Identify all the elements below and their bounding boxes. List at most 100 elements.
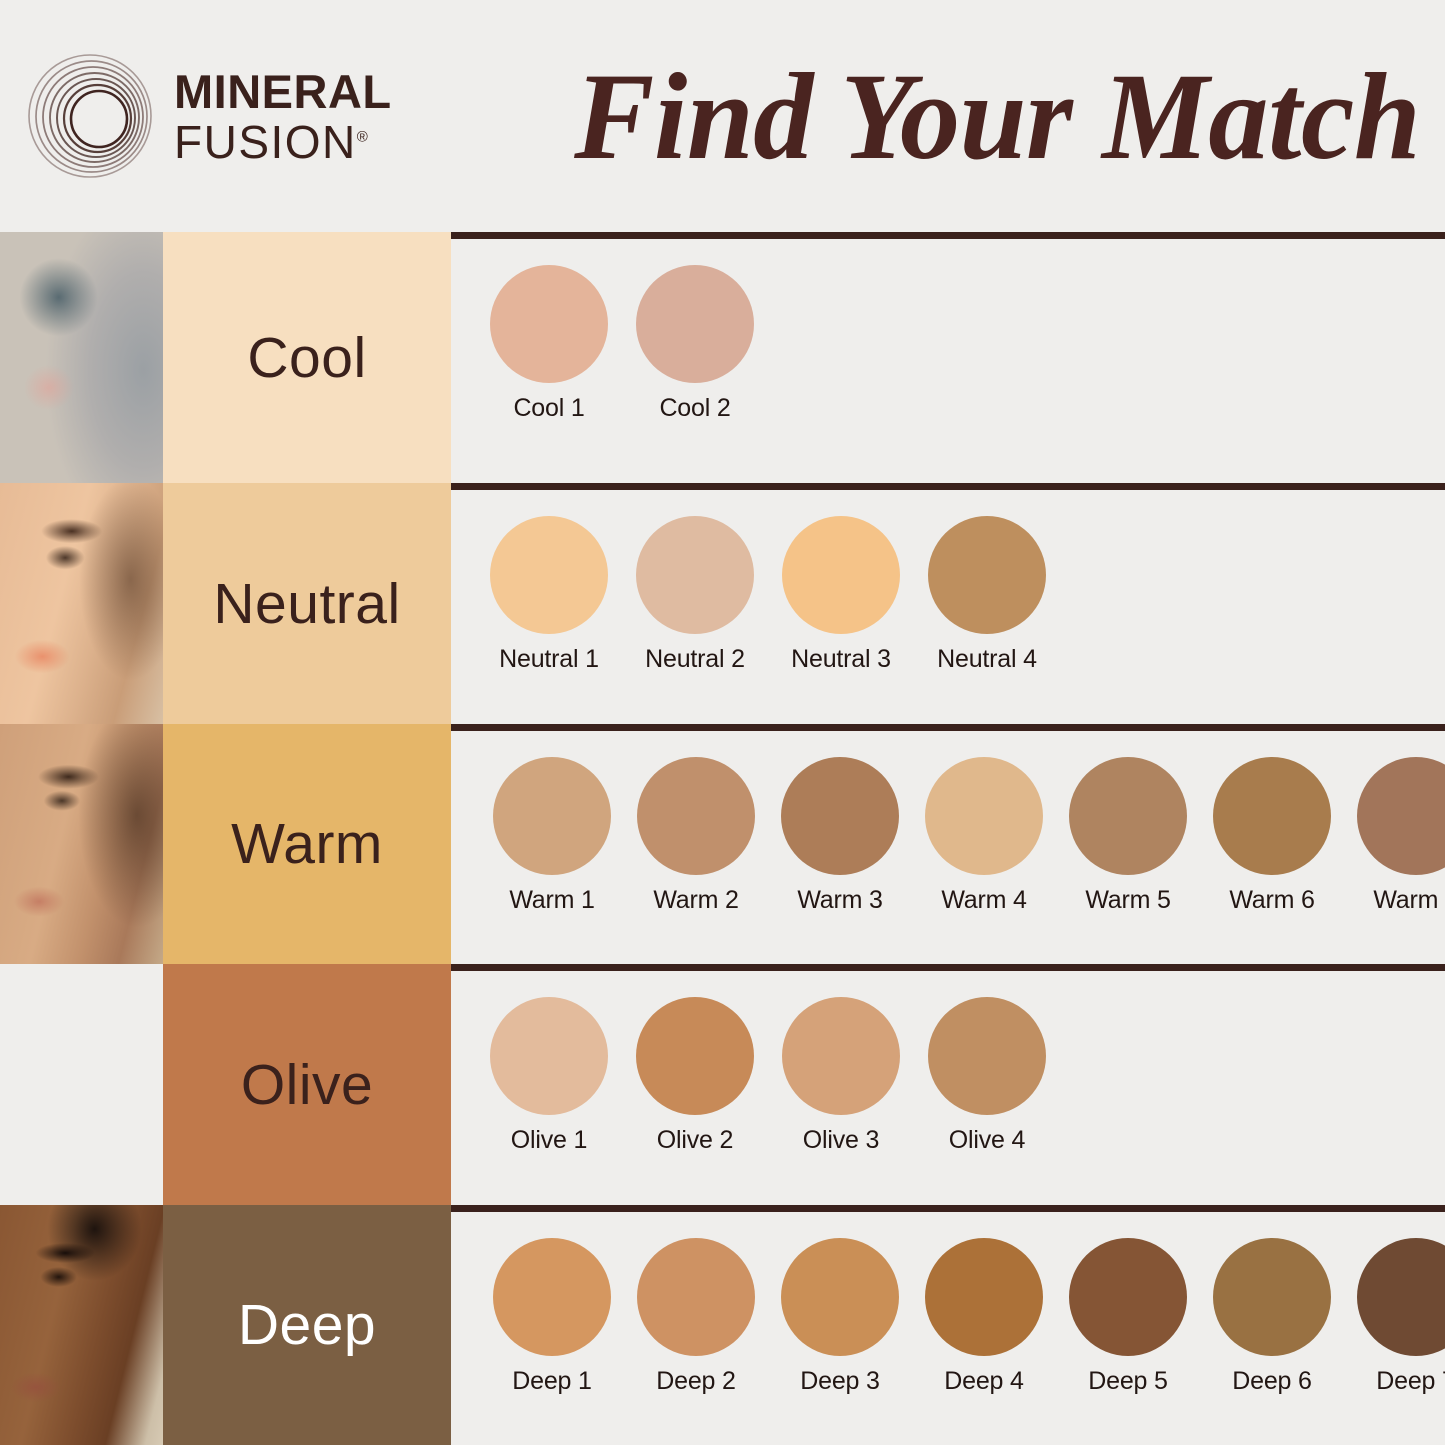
swatch-label: Warm 7 [1373,886,1445,914]
portrait-warm [0,724,163,964]
category-label-warm: Warm [231,812,383,876]
swatch-list-warm: Warm 1 Warm 2 Warm 3 Warm 4 [482,724,1445,915]
swatch-label: Deep 6 [1232,1367,1312,1395]
swatch-panel-neutral: Neutral 1 Neutral 2 Neutral 3 Neutral 4 [451,483,1445,724]
swatch-label: Warm 6 [1229,886,1315,914]
swatch-warm-4[interactable]: Warm 4 [914,757,1054,915]
brand-name-line2: FUSION® [174,118,434,166]
swatch-label: Neutral 4 [937,645,1037,673]
portrait-cool [0,232,163,483]
swatch-warm-3[interactable]: Warm 3 [770,757,910,915]
model-photo-neutral [0,483,163,724]
swatch-label: Deep 2 [656,1367,736,1395]
table-row: Warm Warm 1 Warm 2 Warm 3 [0,724,1445,964]
swatch-label: Deep 3 [800,1367,880,1395]
brand-name-line2-text: FUSION [174,116,357,168]
swatch-dot [636,265,754,383]
swatch-dot [1213,757,1331,875]
category-label-cool: Cool [247,325,367,390]
swatch-label: Warm 2 [653,886,739,914]
row-divider [451,483,1445,490]
swatch-cool-1[interactable]: Cool 1 [482,265,616,423]
swatch-deep-4[interactable]: Deep 4 [914,1238,1054,1396]
swatch-neutral-2[interactable]: Neutral 2 [628,516,762,674]
model-photo-olive [0,964,163,1205]
swatch-dot [781,1238,899,1356]
swatch-olive-4[interactable]: Olive 4 [920,997,1054,1155]
swatch-neutral-1[interactable]: Neutral 1 [482,516,616,674]
brand-logo: MINERAL FUSION® [26,52,426,180]
model-photo-deep [0,1205,163,1445]
tone-chart: Cool Cool 1 Cool 2 [0,232,1445,1445]
swatch-olive-1[interactable]: Olive 1 [482,997,616,1155]
row-divider [451,724,1445,731]
swatch-label: Olive 1 [510,1126,588,1154]
swatch-dot [782,997,900,1115]
category-label-olive: Olive [240,1052,374,1117]
swatch-cool-2[interactable]: Cool 2 [628,265,762,423]
swatch-dot [637,757,755,875]
brand-name-line1: MINERAL [174,65,392,118]
swatch-panel-warm: Warm 1 Warm 2 Warm 3 Warm 4 [451,724,1445,964]
swatch-label: Warm 4 [941,886,1027,914]
table-row: Olive Olive 1 Olive 2 Olive 3 [0,964,1445,1205]
swatch-dot [490,997,608,1115]
swatch-deep-2[interactable]: Deep 2 [626,1238,766,1396]
category-label-deep: Deep [237,1293,377,1357]
swatch-deep-6[interactable]: Deep 6 [1202,1238,1342,1396]
category-cell-warm: Warm [163,724,451,964]
swatch-list-cool: Cool 1 Cool 2 [482,232,774,423]
swatch-dot [493,757,611,875]
swatch-label: Deep 4 [944,1367,1024,1395]
swatch-deep-1[interactable]: Deep 1 [482,1238,622,1396]
swatch-deep-5[interactable]: Deep 5 [1058,1238,1198,1396]
category-cell-cool: Cool [163,232,451,483]
swatch-deep-3[interactable]: Deep 3 [770,1238,910,1396]
category-cell-deep: Deep [163,1205,451,1445]
table-row: Cool Cool 1 Cool 2 [0,232,1445,483]
swatch-dot [1069,1238,1187,1356]
swatch-dot [490,516,608,634]
portrait-deep [0,1205,163,1445]
swatch-list-olive: Olive 1 Olive 2 Olive 3 Olive 4 [482,964,1066,1155]
brand-wordmark: MINERAL FUSION® [174,68,434,166]
portrait-olive [0,964,163,1205]
swatch-label: Cool 2 [659,394,731,422]
swatch-dot [1357,757,1445,875]
swatch-label: Neutral 2 [645,645,745,673]
swatch-label: Deep 7 [1376,1367,1445,1395]
swatch-warm-2[interactable]: Warm 2 [626,757,766,915]
swatch-deep-7[interactable]: Deep 7 [1346,1238,1445,1396]
table-row: Deep Deep 1 Deep 2 Deep 3 [0,1205,1445,1445]
swatch-label: Deep 5 [1088,1367,1168,1395]
swatch-panel-deep: Deep 1 Deep 2 Deep 3 Deep 4 [451,1205,1445,1445]
swatch-warm-7[interactable]: Warm 7 [1346,757,1445,915]
swatch-label: Deep 1 [512,1367,592,1395]
swatch-dot [928,997,1046,1115]
swatch-label: Neutral 3 [791,645,891,673]
swatch-warm-6[interactable]: Warm 6 [1202,757,1342,915]
row-divider [451,232,1445,239]
swatch-label: Olive 3 [802,1126,880,1154]
swatch-label: Cool 1 [513,394,585,422]
row-divider [451,1205,1445,1212]
swatch-olive-3[interactable]: Olive 3 [774,997,908,1155]
swatch-neutral-3[interactable]: Neutral 3 [774,516,908,674]
swatch-warm-5[interactable]: Warm 5 [1058,757,1198,915]
swatch-dot [1069,757,1187,875]
swatch-label: Warm 3 [797,886,883,914]
swatch-dot [928,516,1046,634]
model-photo-warm [0,724,163,964]
swatch-dot [1357,1238,1445,1356]
swatch-neutral-4[interactable]: Neutral 4 [920,516,1054,674]
swatch-warm-1[interactable]: Warm 1 [482,757,622,915]
swatch-dot [782,516,900,634]
page-title-text: Find Your Match [573,47,1421,185]
category-label-neutral: Neutral [213,571,401,636]
swatch-olive-2[interactable]: Olive 2 [628,997,762,1155]
swatch-dot [925,1238,1043,1356]
swatch-panel-cool: Cool 1 Cool 2 [451,232,1445,483]
table-row: Neutral Neutral 1 Neutral 2 Neutral 3 [0,483,1445,724]
swatch-label: Warm 5 [1085,886,1171,914]
swatch-dot [636,516,754,634]
